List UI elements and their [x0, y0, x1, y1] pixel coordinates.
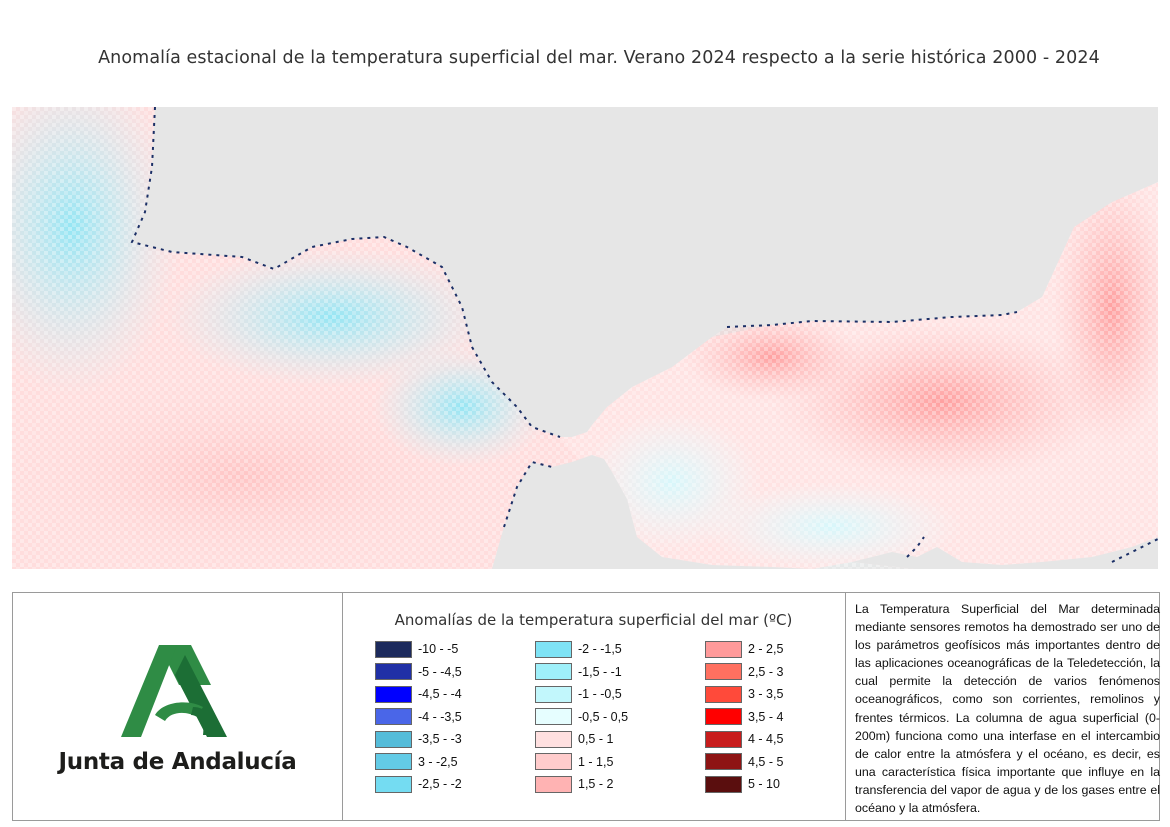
legend-title: Anomalías de la temperatura superficial …: [394, 611, 793, 629]
legend-label: -2,5 - -2: [418, 777, 462, 791]
legend-item: 3 - 3,5: [705, 683, 783, 705]
legend-swatch: [535, 640, 572, 658]
legend-label: -4,5 - -4: [418, 687, 462, 701]
legend-label: -2 - -1,5: [578, 642, 622, 656]
legend-swatch: [705, 640, 742, 658]
legend-item: 2 - 2,5: [705, 638, 783, 660]
legend-label: -0,5 - 0,5: [578, 709, 629, 724]
legend-item: -10 - -5: [375, 638, 462, 660]
legend-swatch: [705, 753, 742, 770]
legend-label: -1,5 - -1: [578, 664, 622, 679]
legend-item: -5 - -4,5: [375, 661, 462, 683]
legend-item: -4,5 - -4: [375, 683, 462, 705]
legend-label: 5 - 10: [748, 777, 780, 791]
legend-column-3: 2 - 2,5 2,5 - 3 3 - 3,5 3,5 - 4 4 - 4,5 4,5 -…: [705, 638, 783, 796]
legend-item: 0,5 - 1: [535, 728, 628, 750]
legend-swatch: [375, 775, 412, 793]
map-canvas: [12, 107, 1158, 569]
legend-swatch: [705, 708, 742, 725]
legend-label: 0,5 - 1: [578, 732, 614, 746]
legend-label: 4 - 4,5: [748, 732, 784, 746]
logo-area: Junta de Andalucía: [13, 593, 343, 820]
legend-item: 3,5 - 4: [705, 706, 783, 728]
sst-anomaly-map: [12, 107, 1158, 569]
legend-item: -2,5 - -2: [375, 773, 462, 795]
info-panel: Junta de Andalucía Anomalías de la tempe…: [12, 592, 1160, 821]
legend-swatch: [705, 663, 742, 680]
legend-item: 4,5 - 5: [705, 751, 783, 773]
legend: Anomalías de la temperatura superficial …: [342, 593, 846, 820]
legend-swatch: [705, 775, 742, 793]
legend-swatch: [375, 730, 412, 748]
legend-swatch: [375, 753, 412, 770]
legend-label: 2,5 - 3: [748, 664, 784, 679]
legend-label: 3,5 - 4: [748, 709, 784, 724]
legend-swatch: [535, 730, 572, 748]
legend-item: -1 - -0,5: [535, 683, 628, 705]
legend-swatch: [535, 775, 572, 793]
legend-item: 1,5 - 2: [535, 773, 628, 795]
legend-item: -4 - -3,5: [375, 706, 462, 728]
legend-item: 2,5 - 3: [705, 661, 783, 683]
land-layer: [132, 107, 1158, 569]
legend-swatch: [535, 753, 572, 770]
legend-column-2: -2 - -1,5 -1,5 - -1 -1 - -0,5 -0,5 - 0,5 0,5…: [535, 638, 628, 796]
legend-item: -2 - -1,5: [535, 638, 628, 660]
legend-label: -1 - -0,5: [578, 687, 622, 701]
legend-swatch: [535, 663, 572, 680]
description-text: La Temperatura Superficial del Mar deter…: [855, 602, 1160, 816]
legend-label: -4 - -3,5: [418, 709, 462, 724]
legend-swatch: [375, 685, 412, 703]
legend-swatch: [535, 708, 572, 725]
coastline: [130, 107, 1158, 563]
legend-label: 3 - -2,5: [418, 754, 458, 769]
junta-andalucia-logo-icon: [121, 645, 227, 737]
legend-item: 5 - 10: [705, 773, 783, 795]
legend-item: -1,5 - -1: [535, 661, 628, 683]
legend-label: 3 - 3,5: [748, 687, 784, 701]
legend-label: -5 - -4,5: [418, 664, 462, 679]
legend-label: -10 - -5: [418, 642, 459, 656]
legend-label: 4,5 - 5: [748, 754, 784, 769]
legend-label: 1,5 - 2: [578, 777, 614, 791]
legend-swatch: [375, 708, 412, 725]
legend-column-1: -10 - -5 -5 - -4,5 -4,5 - -4 -4 - -3,5 -3,5 …: [375, 638, 462, 796]
legend-item: 1 - 1,5: [535, 751, 628, 773]
logo-text: Junta de Andalucía: [58, 749, 297, 775]
legend-item: -0,5 - 0,5: [535, 706, 628, 728]
map-title: Anomalía estacional de la temperatura su…: [98, 48, 1100, 68]
legend-item: 4 - 4,5: [705, 728, 783, 750]
legend-label: 2 - 2,5: [748, 642, 784, 656]
legend-swatch: [705, 730, 742, 748]
legend-swatch: [375, 663, 412, 680]
legend-label: -3,5 - -3: [418, 732, 462, 746]
legend-item: 3 - -2,5: [375, 751, 462, 773]
legend-swatch: [705, 685, 742, 703]
legend-swatch: [535, 685, 572, 703]
legend-item: -3,5 - -3: [375, 728, 462, 750]
legend-label: 1 - 1,5: [578, 754, 614, 769]
legend-swatch: [375, 640, 412, 658]
